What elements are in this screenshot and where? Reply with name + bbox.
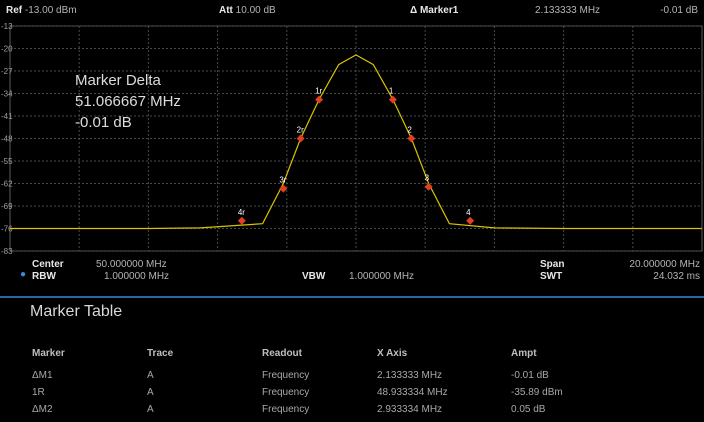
marker-label: 1 [389, 87, 394, 96]
row-x-axis: 2.133333 MHz [377, 370, 443, 381]
table-row[interactable]: ΔM2 A Frequency 2.933334 MHz 0.05 dB [0, 404, 704, 420]
marker-point [388, 95, 397, 104]
marker-label: 2 [407, 126, 412, 135]
swt-value[interactable]: 24.032 ms [653, 271, 700, 282]
marker-label: 1r [315, 87, 322, 96]
row-trace: A [147, 404, 154, 415]
y-tick-label: -34 [1, 90, 13, 99]
y-tick-label: -62 [1, 180, 13, 189]
marker-label: 4r [238, 208, 245, 217]
att-label: Att [219, 5, 233, 16]
marker-table-panel: Marker Table Marker Trace Readout X Axis… [0, 296, 704, 422]
ref-level[interactable]: Ref -13.00 dBm [6, 5, 77, 16]
spectrum-plot: -13 -20 -27 -34 -41 -48 -55 -62 -69 -76 -83 1r 1 2r 2 3… [1, 22, 703, 255]
row-x-axis: 48.933334 MHz [377, 387, 448, 398]
trace-line [10, 54, 702, 230]
marker-readout-amp: -0.01 dB [660, 5, 698, 16]
y-tick-label: -69 [1, 202, 13, 211]
marker-point [466, 216, 475, 225]
row-readout: Frequency [262, 404, 310, 415]
y-tick-label: -27 [1, 67, 13, 76]
marker-point [407, 134, 416, 143]
overlay-title: Marker Delta [75, 72, 161, 89]
row-marker: ΔM1 [32, 370, 53, 381]
marker-table-title: Marker Table [30, 303, 123, 320]
y-tick-label: -55 [1, 157, 13, 166]
ref-label: Ref [6, 5, 23, 16]
col-x-axis: X Axis [377, 348, 408, 359]
rbw-active-dot-icon: ● [20, 269, 27, 280]
rbw-value[interactable]: 1.000000 MHz [104, 271, 170, 282]
row-ampt: -0.01 dB [511, 370, 549, 381]
row-trace: A [147, 387, 154, 398]
marker-point [315, 95, 324, 104]
center-label: Center [32, 259, 64, 270]
y-tick-label: -48 [1, 135, 13, 144]
center-value[interactable]: 50.000000 MHz [96, 259, 167, 270]
marker-point [237, 216, 246, 225]
col-ampt: Ampt [511, 348, 537, 359]
header-bar: Ref -13.00 dBm Att 10.00 dB Δ Marker1 2.… [0, 0, 704, 20]
row-readout: Frequency [262, 387, 310, 398]
marker-delta-overlay: Marker Delta 51.066667 MHz -0.01 dB [75, 70, 181, 133]
marker-label: 4 [466, 208, 471, 217]
y-tick-label: -13 [1, 22, 13, 31]
row-ampt: -35.89 dBm [511, 387, 563, 398]
marker-label: 3r [279, 176, 286, 185]
vbw-label: VBW [302, 271, 326, 282]
marker-label: 3 [425, 174, 430, 183]
frequency-bar: Center 50.000000 MHz ● RBW 1.000000 MHz … [0, 255, 704, 295]
row-ampt: 0.05 dB [511, 404, 546, 415]
marker-label: 2r [297, 126, 304, 135]
marker-point [279, 184, 288, 193]
row-marker: ΔM2 [32, 404, 53, 415]
marker-readout-label: Δ Marker1 [410, 5, 459, 16]
table-row[interactable]: 1R A Frequency 48.933334 MHz -35.89 dBm [0, 387, 704, 403]
row-marker: 1R [32, 387, 45, 398]
y-tick-label: -83 [1, 247, 13, 255]
marker-point [296, 134, 305, 143]
swt-label: SWT [540, 271, 563, 282]
col-trace: Trace [147, 348, 174, 359]
y-tick-label: -20 [1, 45, 13, 54]
span-label: Span [540, 259, 565, 270]
row-trace: A [147, 370, 154, 381]
col-readout: Readout [262, 348, 302, 359]
overlay-amp: -0.01 dB [75, 114, 132, 131]
row-readout: Frequency [262, 370, 310, 381]
y-tick-label: -76 [1, 225, 13, 234]
marker-point [424, 182, 433, 191]
att-value: 10.00 dB [235, 5, 276, 16]
rbw-label: RBW [32, 271, 56, 282]
table-row[interactable]: ΔM1 A Frequency 2.133333 MHz -0.01 dB [0, 370, 704, 386]
row-x-axis: 2.933334 MHz [377, 404, 443, 415]
attenuation[interactable]: Att 10.00 dB [219, 5, 276, 16]
ref-value: -13.00 dBm [24, 5, 77, 16]
span-value[interactable]: 20.000000 MHz [629, 259, 700, 270]
overlay-freq: 51.066667 MHz [75, 93, 181, 110]
y-tick-label: -41 [1, 112, 13, 121]
vbw-value[interactable]: 1.000000 MHz [349, 271, 415, 282]
marker-readout-freq: 2.133333 MHz [535, 5, 601, 16]
col-marker: Marker [32, 348, 65, 359]
